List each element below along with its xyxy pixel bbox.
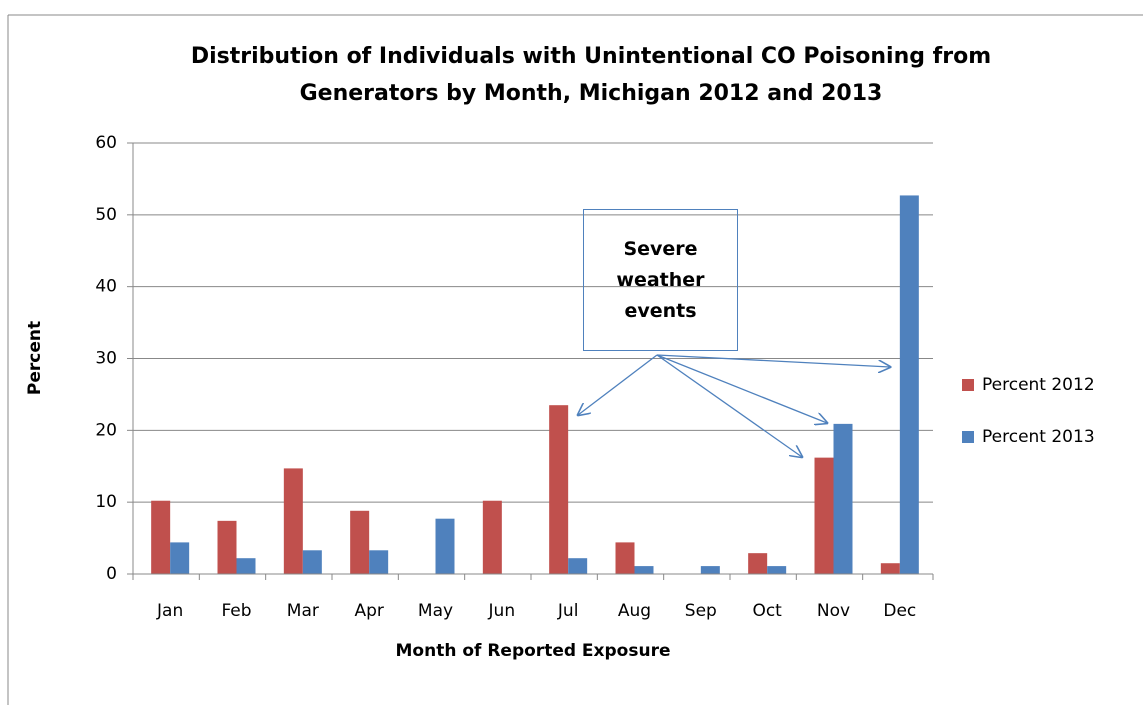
bar bbox=[236, 558, 256, 574]
bar bbox=[482, 500, 502, 574]
bar bbox=[899, 195, 919, 574]
bar bbox=[880, 563, 900, 574]
bar bbox=[151, 500, 171, 574]
bar bbox=[568, 558, 588, 574]
y-tick-label: 40 bbox=[95, 277, 117, 297]
y-axis-label: Percent bbox=[25, 321, 45, 395]
bar bbox=[767, 566, 787, 574]
bar bbox=[435, 518, 455, 574]
bar bbox=[700, 566, 720, 574]
x-tick-label: Aug bbox=[618, 601, 651, 621]
y-tick-label: 10 bbox=[95, 492, 117, 512]
legend-swatch bbox=[962, 431, 974, 443]
bar bbox=[615, 542, 635, 574]
bar bbox=[833, 423, 853, 574]
y-tick-label: 30 bbox=[95, 349, 117, 369]
x-tick-label: Nov bbox=[817, 601, 850, 621]
x-tick-label: Mar bbox=[287, 601, 319, 621]
legend-label: Percent 2012 bbox=[982, 375, 1095, 395]
x-tick-label: May bbox=[418, 601, 453, 621]
y-tick-label: 20 bbox=[95, 420, 117, 440]
bar bbox=[634, 566, 654, 574]
x-tick-label: Jun bbox=[488, 601, 516, 621]
x-tick-label: Feb bbox=[221, 601, 251, 621]
x-tick-label: Dec bbox=[883, 601, 916, 621]
y-tick-label: 0 bbox=[106, 564, 117, 584]
legend-label: Percent 2013 bbox=[982, 427, 1095, 447]
annotation: Severe weather events bbox=[583, 209, 738, 351]
x-tick-label: Jan bbox=[156, 601, 183, 621]
bar bbox=[814, 457, 834, 574]
bar bbox=[350, 510, 370, 574]
bar bbox=[302, 550, 322, 574]
x-tick-label: Sep bbox=[685, 601, 717, 621]
x-tick-label: Jul bbox=[557, 601, 579, 621]
y-tick-label: 50 bbox=[95, 205, 117, 225]
bar bbox=[369, 550, 389, 574]
bar bbox=[283, 468, 303, 574]
y-tick-label: 60 bbox=[95, 133, 117, 153]
x-tick-label: Apr bbox=[354, 601, 383, 621]
chart-title: Distribution of Individuals with Uninten… bbox=[190, 44, 992, 106]
bar bbox=[170, 542, 190, 574]
x-axis-label: Month of Reported Exposure bbox=[396, 641, 671, 661]
x-tick-label: Oct bbox=[752, 601, 782, 621]
bar bbox=[217, 520, 237, 574]
bar bbox=[549, 405, 569, 574]
bar bbox=[748, 553, 768, 574]
legend-swatch bbox=[962, 379, 974, 391]
